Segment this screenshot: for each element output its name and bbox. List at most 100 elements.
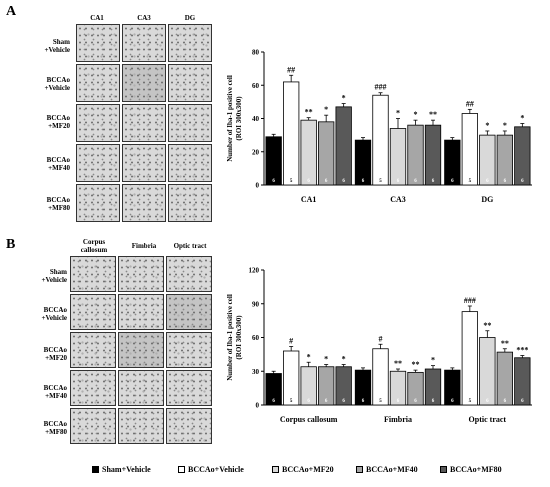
- significance-label: **: [501, 339, 509, 348]
- y-tick-label: 20: [252, 148, 260, 156]
- n-label: 6: [504, 179, 507, 184]
- panel-a-row-label: Sham +Vehicle: [44, 38, 70, 54]
- micrograph-tile: [166, 370, 212, 406]
- micrograph-tile: [76, 24, 120, 62]
- panel-b-row-label: Sham +Vehicle: [41, 268, 67, 284]
- micrograph-tile: [70, 294, 116, 330]
- micrograph-tile: [122, 184, 166, 222]
- n-label: 6: [397, 179, 400, 184]
- micrograph-tile: [166, 294, 212, 330]
- significance-label: **: [305, 108, 313, 117]
- n-label: 5: [379, 399, 382, 404]
- panel-a-letter: A: [6, 4, 17, 19]
- significance-label: *: [520, 113, 524, 122]
- micrograph-tile: [166, 332, 212, 368]
- y-tick-label: 60: [252, 334, 260, 342]
- bar: [283, 81, 300, 186]
- legend-swatch: [356, 466, 363, 473]
- significance-label: *: [396, 109, 400, 118]
- n-label: 6: [521, 179, 524, 184]
- legend-label: BCCAo+MF20: [282, 465, 334, 474]
- micrograph-tile: [76, 184, 120, 222]
- n-label: 5: [290, 179, 293, 184]
- n-label: 6: [451, 179, 454, 184]
- micrograph-tile: [168, 24, 212, 62]
- y-tick-label: 30: [252, 368, 260, 376]
- bar: [496, 351, 513, 406]
- panel-a-col-header: CA1: [90, 14, 104, 22]
- panel-a-row-label: BCCAo +Vehicle: [44, 76, 70, 92]
- n-label: 6: [272, 179, 275, 184]
- y-axis-label: (ROI 300x300): [235, 315, 243, 360]
- micrograph-tile: [118, 370, 164, 406]
- significance-label: *: [324, 105, 328, 114]
- bar: [335, 106, 352, 186]
- n-label: 6: [397, 399, 400, 404]
- micrograph-tile: [70, 256, 116, 292]
- n-label: 6: [362, 399, 365, 404]
- panel-b-col-header: Fimbria: [131, 242, 157, 250]
- panel-b-letter: B: [6, 237, 16, 252]
- n-label: 6: [362, 179, 365, 184]
- micrograph-tile: [122, 64, 166, 102]
- y-tick-label: 0: [256, 402, 260, 410]
- y-axis-label: Number of Iba-1 positive cell: [226, 75, 234, 162]
- n-label: 6: [307, 179, 310, 184]
- bar: [479, 134, 496, 186]
- legend-item: Sham+Vehicle: [92, 465, 151, 474]
- n-label: 6: [325, 179, 328, 184]
- legend-swatch: [178, 466, 185, 473]
- micrograph-tile: [76, 144, 120, 182]
- bar: [372, 94, 389, 186]
- n-label: 6: [414, 399, 417, 404]
- micrograph-tile: [122, 144, 166, 182]
- significance-label: ###: [464, 296, 476, 305]
- panel-a-bar-chart: 0 20 40 60 80 Number of Iba-1 positive cell (R…: [226, 49, 532, 204]
- legend-label: Sham+Vehicle: [102, 465, 151, 474]
- n-label: 6: [414, 179, 417, 184]
- legend-swatch: [440, 466, 447, 473]
- significance-label: **: [394, 359, 402, 368]
- n-label: 6: [486, 399, 489, 404]
- significance-label: *: [342, 94, 346, 103]
- micrograph-tile: [122, 24, 166, 62]
- bar: [461, 311, 478, 406]
- bar: [461, 113, 478, 186]
- micrograph-tile: [122, 104, 166, 142]
- significance-label: ##: [466, 99, 474, 108]
- bar: [283, 350, 300, 406]
- y-tick-label: 120: [249, 267, 260, 275]
- panel-b-bar-chart: 0 30 60 90 120 Number of Iba-1 positive cell(…: [226, 267, 532, 424]
- bar: [407, 124, 424, 186]
- significance-label: *: [431, 356, 435, 365]
- panel-b-col-header: Corpus callosum: [80, 238, 108, 254]
- y-tick-label: 60: [252, 82, 260, 90]
- panel-a-row-label: BCCAo +MF80: [46, 196, 70, 212]
- significance-label: *: [485, 121, 489, 130]
- micrograph-tile: [168, 64, 212, 102]
- panel-a-row-label: BCCAo +MF40: [46, 156, 70, 172]
- bar: [514, 126, 531, 186]
- n-label: 6: [325, 399, 328, 404]
- significance-label: *: [307, 352, 311, 361]
- y-tick-label: 90: [252, 300, 260, 308]
- significance-label: *: [503, 121, 507, 130]
- legend-item: BCCAo+MF40: [356, 465, 418, 474]
- micrograph-tile: [168, 184, 212, 222]
- bar: [300, 119, 317, 186]
- significance-label: ***: [516, 346, 528, 355]
- y-axis-label: Number of Iba-1 positive cell: [226, 294, 234, 381]
- legend-item: BCCAo+MF20: [272, 465, 334, 474]
- y-axis-label: (ROI 300x300): [235, 96, 243, 141]
- significance-label: *: [414, 110, 418, 119]
- micrograph-tile: [168, 104, 212, 142]
- significance-label: *: [324, 355, 328, 364]
- n-label: 6: [432, 179, 435, 184]
- n-label: 6: [504, 399, 507, 404]
- significance-label: ###: [375, 83, 387, 92]
- panel-a-col-header: CA3: [137, 14, 151, 22]
- micrograph-tile: [166, 256, 212, 292]
- legend-item: BCCAo+MF80: [440, 465, 502, 474]
- micrograph-tile: [76, 104, 120, 142]
- significance-label: **: [483, 321, 491, 330]
